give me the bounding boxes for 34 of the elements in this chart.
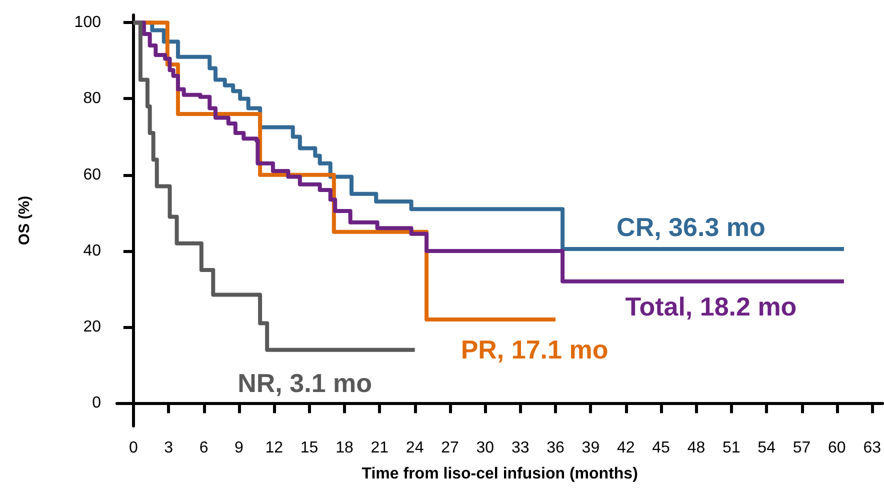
y-tick-label: 60: [83, 166, 102, 184]
y-tick-label: 80: [83, 90, 102, 108]
x-tick-label: 12: [265, 440, 284, 456]
x-tick-label: 18: [336, 440, 354, 456]
x-tick-label: 57: [792, 440, 811, 456]
x-tick-label: 51: [722, 440, 740, 456]
y-tick-label: 100: [74, 14, 102, 32]
x-tick-label: 45: [652, 440, 670, 456]
y-tick-label: 0: [92, 394, 102, 412]
x-tick-label: 27: [441, 440, 459, 456]
x-tick-label: 60: [828, 440, 846, 456]
series-label: NR, 3.1 mo: [238, 368, 372, 398]
x-axis-title: Time from liso-cel infusion (months): [362, 466, 638, 482]
x-tick-label: 6: [199, 440, 208, 456]
y-axis-title: OS (%): [16, 196, 33, 246]
y-tick-label: 20: [83, 318, 102, 336]
x-tick-label: 63: [863, 440, 882, 456]
x-tick-label: 30: [476, 440, 494, 456]
x-tick-label: 36: [546, 440, 565, 456]
series-label: Total, 18.2 mo: [625, 291, 797, 322]
y-tick-label: 40: [83, 242, 102, 260]
x-tick-label: 15: [300, 440, 318, 456]
x-tick-label: 3: [164, 440, 174, 456]
x-tick-label: 24: [406, 440, 424, 456]
x-tick-label: 21: [370, 440, 389, 456]
x-tick-label: 54: [758, 440, 776, 456]
x-tick-label: 9: [234, 440, 244, 456]
x-tick-label: 48: [687, 440, 706, 456]
x-tick-label: 33: [511, 440, 530, 456]
x-tick-label: 42: [616, 440, 635, 456]
series-label: CR, 36.3 mo: [616, 212, 766, 242]
x-tick-label: 0: [128, 440, 138, 456]
x-tick-label: 39: [582, 440, 600, 456]
series-label: PR, 17.1 mo: [460, 334, 608, 364]
